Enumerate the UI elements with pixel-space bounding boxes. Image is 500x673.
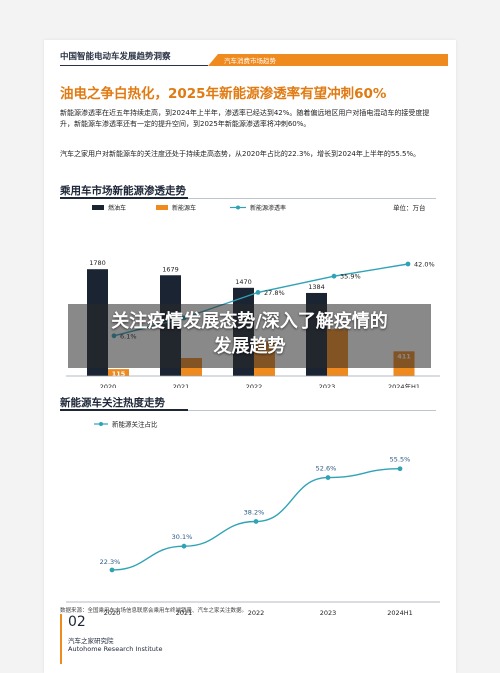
rate-label: 27.8% [264,289,285,297]
x-tick-label: 2023 [319,383,336,388]
section-tab-label: 汽车消费市场趋势 [224,57,276,65]
overlay-line-2: 发展趋势 [213,336,286,357]
headline: 油电之争白热化，2025年新能源渗透率有望冲刺60% [60,86,387,102]
chart1-title-rule [60,198,436,199]
attention-label: 52.6% [316,465,337,473]
header-rule [60,65,208,66]
footer-accent-bar [60,614,62,664]
legend-swatch-fuel [92,205,104,210]
footer-org-en: Autohome Research Institute [68,645,163,653]
rate-point [405,261,411,267]
attention-label: 22.3% [100,558,121,566]
legend-label-rate: 新能源渗透率 [250,204,286,212]
section-tab-notch [208,54,218,66]
chart1-title: 乘用车市场新能源渗透走势 [60,185,186,197]
report-title: 中国智能电动车发展趋势洞察 [60,52,171,62]
chart1-title-accent [60,197,188,199]
source-note: 数据来源：全国乘用车市场信息联席会乘用车终端销量、汽车之家关注数据。 [60,608,248,614]
x-tick-label: 2021 [173,383,190,388]
attention-point [181,543,187,549]
rate-point [331,273,337,279]
x-tick-label: 2024年H1 [388,382,420,388]
paragraph-1: 新能源渗透率在近五年持续走高，到2024年上半年，渗透率已经达到42%。随着偏远… [60,109,430,128]
bar-fuel-label: 1384 [308,283,325,291]
attention-chart: 新能源关注占比 22.3% 30.1% 38.2% 52.6% 55.5% 2020 2021… [66,420,440,617]
bar-fuel-label: 1470 [235,278,252,286]
unit-label: 单位：万台 [393,203,426,212]
chart2-title-rule [60,410,436,411]
legend-dot-attention [99,422,103,426]
legend-dot-rate [236,205,240,210]
legend-label-nev: 新能源车 [172,204,196,212]
section-tab: 汽车消费市场趋势 [208,54,448,66]
rate-label: 35.9% [340,273,361,281]
paragraph-2: 汽车之家用户对新能源车的关注度还处于持续走高态势，从2020年占比的22.3%，… [60,150,421,158]
chart2-title-accent [60,409,188,411]
attention-label: 38.2% [244,508,265,516]
overlay-caption: 关注疫情发展态势/深入了解疫情的 发展趋势 [68,309,431,359]
bar-nev [108,369,129,376]
legend-label-attention: 新能源关注占比 [112,420,158,429]
page-number: 02 [68,614,86,630]
x-tick-label: 2020 [100,383,117,388]
bar-fuel-label: 1780 [89,259,106,267]
bar-fuel-label: 1679 [162,265,179,273]
attention-point [397,466,403,472]
attention-point [109,567,115,573]
attention-point [325,475,331,480]
rate-point [255,290,261,295]
attention-label: 55.5% [390,456,411,464]
overlay-line-1: 关注疫情发展态势/深入了解疫情的 [111,311,388,332]
x-tick-label: 2022 [248,609,265,617]
attention-point [253,519,259,524]
attention-label: 30.1% [172,533,193,541]
legend-swatch-nev [156,205,168,210]
x-tick-label: 2021 [176,609,193,617]
chart2-title: 新能源车关注热度走势 [60,397,165,409]
footer-org-cn: 汽车之家研究院 [68,637,114,645]
x-tick-label: 2023 [320,609,337,617]
rate-label: 42.0% [414,261,435,269]
bar-nev-label: 115 [112,370,126,378]
report-header: 中国智能电动车发展趋势洞察 汽车消费市场趋势 [44,40,456,70]
x-tick-label: 2022 [246,383,263,388]
x-tick-label: 2024H1 [387,609,413,617]
overlay-banner [68,304,431,368]
legend-label-fuel: 燃油车 [108,204,126,212]
x-tick-label: 2020 [104,609,121,617]
